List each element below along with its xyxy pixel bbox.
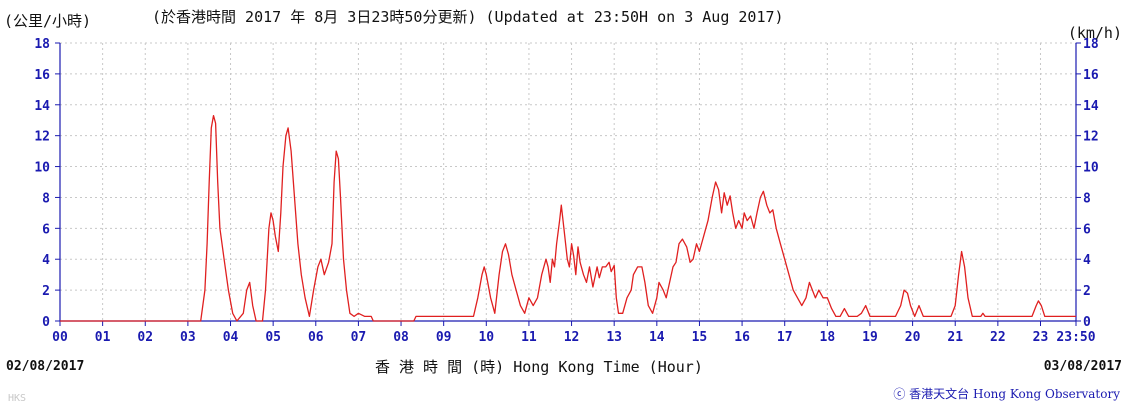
y-axis-label-right: (km/h) bbox=[1068, 24, 1122, 42]
y-tick-label-left: 6 bbox=[42, 222, 50, 237]
y-tick-label-right: 2 bbox=[1083, 284, 1091, 299]
series bbox=[60, 114, 1076, 322]
x-tick-label: 12 bbox=[564, 330, 580, 345]
x-tick-label: 17 bbox=[777, 330, 793, 345]
y-tick-label-left: 8 bbox=[42, 191, 50, 206]
x-tick-label: 05 bbox=[265, 330, 281, 345]
x-tick-label: 01 bbox=[95, 330, 111, 345]
end-date: 03/08/2017 bbox=[1044, 359, 1122, 374]
y-tick-label-left: 18 bbox=[34, 37, 50, 52]
y-tick-label-left: 4 bbox=[42, 253, 50, 268]
start-date: 02/08/2017 bbox=[6, 359, 84, 374]
x-tick-label: 04 bbox=[223, 330, 239, 345]
x-tick-label: 22 bbox=[990, 330, 1006, 345]
x-tick-label: 18 bbox=[820, 330, 836, 345]
x-tick-label: 14 bbox=[649, 330, 665, 345]
y-tick-label-left: 12 bbox=[34, 130, 50, 145]
y-tick-label-right: 6 bbox=[1083, 222, 1091, 237]
x-tick-label: 06 bbox=[308, 330, 324, 345]
x-tick-label: 03 bbox=[180, 330, 196, 345]
y-tick-label-right: 18 bbox=[1083, 37, 1099, 52]
x-tick-label: 07 bbox=[351, 330, 367, 345]
wind-speed-line bbox=[60, 114, 1076, 322]
y-tick-label-left: 2 bbox=[42, 284, 50, 299]
y-tick-label-right: 4 bbox=[1083, 253, 1091, 268]
y-tick-label-right: 12 bbox=[1083, 130, 1099, 145]
x-tick-label: 23:50 bbox=[1056, 330, 1095, 345]
y-tick-label-right: 10 bbox=[1083, 161, 1099, 176]
y-tick-label-left: 14 bbox=[34, 99, 50, 114]
y-tick-label-left: 10 bbox=[34, 161, 50, 176]
x-axis-label: 香 港 時 間 (時) Hong Kong Time (Hour) bbox=[375, 358, 703, 376]
x-tick-label: 13 bbox=[606, 330, 622, 345]
y-tick-label-left: 16 bbox=[34, 68, 50, 83]
chart-title: (於香港時間 2017 年 8月 3日23時50分更新) (Updated at… bbox=[152, 8, 784, 26]
x-tick-label: 09 bbox=[436, 330, 452, 345]
x-tick-label: 16 bbox=[734, 330, 750, 345]
watermark: HKS bbox=[8, 393, 26, 404]
x-tick-label: 21 bbox=[947, 330, 963, 345]
copyright-notice: ⓒ 香港天文台 Hong Kong Observatory bbox=[893, 386, 1120, 401]
x-tick-label: 08 bbox=[393, 330, 409, 345]
x-tick-label: 19 bbox=[862, 330, 878, 345]
x-tick-label: 20 bbox=[905, 330, 921, 345]
x-tick-label: 15 bbox=[692, 330, 708, 345]
x-tick-label: 02 bbox=[137, 330, 153, 345]
y-axis-label-left: (公里/小時) bbox=[4, 12, 91, 30]
y-tick-label-left: 0 bbox=[42, 315, 50, 330]
x-tick-label: 23 bbox=[1033, 330, 1049, 345]
x-tick-label: 00 bbox=[52, 330, 68, 345]
y-tick-label-right: 16 bbox=[1083, 68, 1099, 83]
x-tick-label: 10 bbox=[478, 330, 494, 345]
x-tick-label: 11 bbox=[521, 330, 537, 345]
y-tick-label-right: 14 bbox=[1083, 99, 1099, 114]
y-tick-label-right: 0 bbox=[1083, 315, 1091, 330]
grid bbox=[60, 42, 1076, 322]
axes bbox=[55, 42, 1081, 326]
y-tick-label-right: 8 bbox=[1083, 191, 1091, 206]
